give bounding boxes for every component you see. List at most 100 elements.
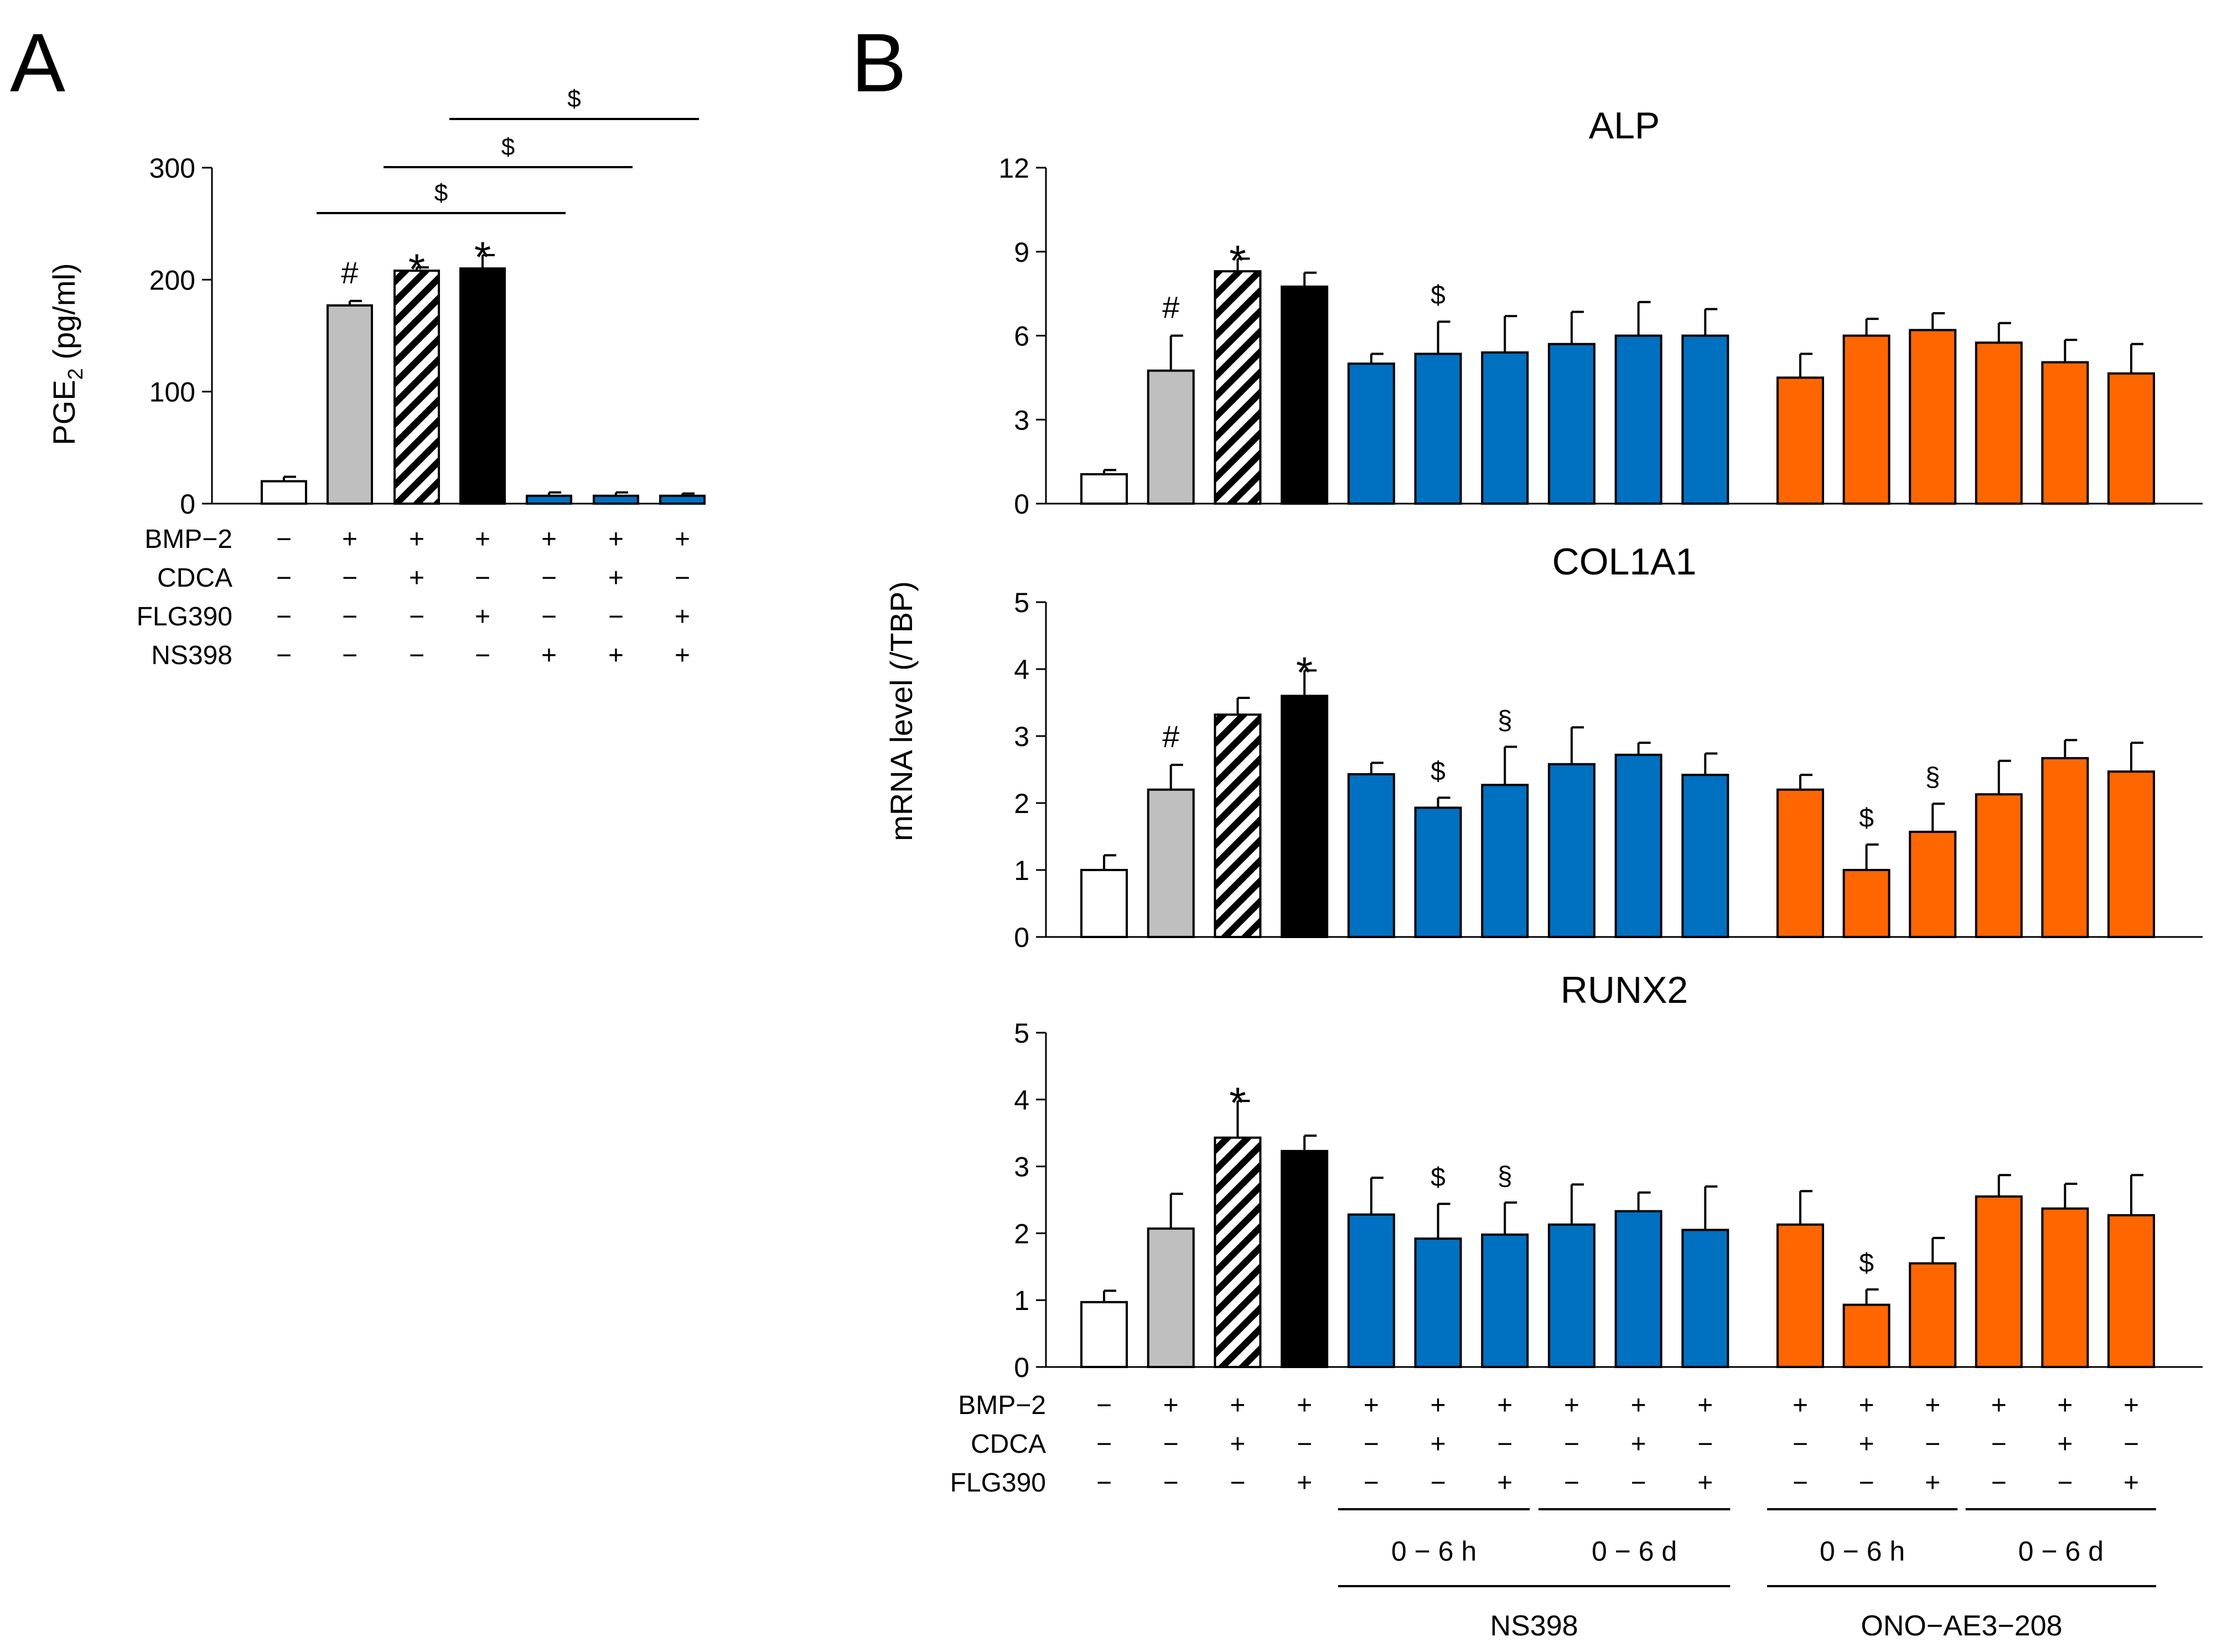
bar-a [327, 304, 373, 505]
panel-a-ylabel-sub: 2 [64, 368, 87, 380]
condition-value-a: − [276, 641, 292, 670]
y-tick-label-alp: 3 [1014, 405, 1029, 436]
significance-mark-runx2: * [1229, 1078, 1246, 1127]
significance-mark-col1a1: $ [1859, 804, 1874, 833]
bar-col1a1 [1281, 695, 1329, 939]
condition-value-b: + [1991, 1391, 2007, 1420]
bar-alp [2041, 361, 2089, 505]
condition-value-b: + [1925, 1468, 1940, 1498]
y-tick-label-col1a1: 4 [1014, 654, 1029, 685]
condition-value-b: + [1497, 1468, 1512, 1498]
y-tick-label-col1a1: 3 [1014, 721, 1029, 752]
bar-alp [1147, 369, 1195, 505]
condition-value-a: − [276, 525, 292, 554]
condition-value-a: − [541, 563, 557, 593]
condition-label-a: BMP−2 [144, 525, 232, 554]
significance-mark-col1a1: $ [1431, 757, 1446, 786]
bar-a [261, 480, 307, 505]
y-tick-label-a: 300 [149, 153, 195, 184]
bar-col1a1 [1414, 806, 1462, 938]
condition-value-b: − [1096, 1430, 1112, 1459]
condition-value-b: − [2057, 1468, 2073, 1498]
condition-value-b: − [1364, 1468, 1379, 1498]
y-tick-label-alp: 9 [1014, 237, 1029, 268]
significance-mark-a: # [341, 255, 358, 290]
condition-value-a: − [276, 602, 292, 631]
bar-runx2 [1481, 1233, 1529, 1368]
bar-runx2 [1909, 1262, 1957, 1369]
bar-col1a1 [1776, 788, 1824, 939]
y-tick-label-a: 0 [180, 489, 195, 520]
condition-value-b: + [1430, 1391, 1446, 1420]
significance-mark-a: * [408, 245, 425, 293]
condition-value-b: − [2123, 1430, 2139, 1459]
condition-value-a: − [276, 563, 292, 593]
y-tick-label-runx2: 1 [1014, 1285, 1029, 1316]
condition-value-b: − [1859, 1468, 1874, 1498]
bar-col1a1 [1547, 763, 1596, 938]
y-tick-label-alp: 0 [1014, 489, 1029, 520]
bar-alp [1214, 270, 1262, 505]
bar-col1a1 [1975, 793, 2023, 939]
bar-a [593, 494, 639, 505]
condition-value-a: + [342, 525, 358, 554]
y-tick-label-runx2: 5 [1014, 1018, 1029, 1049]
bar-col1a1 [1681, 774, 1729, 939]
bar-runx2 [1214, 1136, 1262, 1368]
condition-value-b: + [1564, 1391, 1579, 1420]
condition-label-b: BMP−2 [958, 1391, 1046, 1420]
condition-value-b: + [1297, 1391, 1312, 1420]
bar-alp [1481, 351, 1529, 505]
condition-label-a: FLG390 [137, 602, 232, 631]
condition-value-b: − [1163, 1468, 1179, 1498]
bar-a [659, 494, 706, 505]
condition-value-b: + [1297, 1468, 1312, 1498]
condition-value-a: + [675, 602, 690, 631]
condition-value-b: + [1859, 1391, 1874, 1420]
chart-title-alp: ALP [1589, 105, 1660, 147]
condition-label-a: CDCA [157, 563, 232, 593]
condition-value-b: + [1230, 1430, 1245, 1459]
chart-alp: 0 3 6 9 12 ALP # * $ [998, 105, 2203, 520]
condition-value-b: − [1631, 1468, 1646, 1498]
condition-label-b: CDCA [971, 1430, 1046, 1459]
bar-alp [1842, 334, 1890, 505]
condition-value-b: − [1230, 1468, 1245, 1498]
chart-title-col1a1: COL1A1 [1552, 541, 1697, 583]
bar-alp [1414, 353, 1462, 505]
condition-value-a: + [675, 641, 690, 670]
bar-col1a1 [1614, 753, 1662, 938]
bar-runx2 [1414, 1237, 1462, 1368]
condition-value-b: + [2057, 1391, 2073, 1420]
bar-alp [1975, 341, 2023, 505]
panel-a-ylabel-main: PGE [46, 380, 81, 445]
condition-value-b: + [1631, 1430, 1646, 1459]
bar-alp [1909, 329, 1957, 505]
panel-b-letter: B [851, 16, 907, 109]
significance-mark-col1a1: § [1498, 706, 1512, 735]
condition-value-b: + [1697, 1391, 1713, 1420]
condition-value-b: + [1163, 1391, 1179, 1420]
condition-value-a: + [608, 563, 624, 593]
bar-col1a1 [1481, 784, 1529, 938]
bar-col1a1 [1909, 831, 1957, 939]
bar-runx2 [1975, 1195, 2023, 1368]
time-group-label: 0 − 6 d [2018, 1536, 2104, 1567]
bar-alp [2107, 372, 2155, 505]
y-tick-label-runx2: 4 [1014, 1085, 1029, 1116]
bar-alp [1080, 473, 1128, 505]
condition-value-b: − [1364, 1430, 1379, 1459]
bracket-symbol: $ [434, 179, 448, 206]
bar-alp [1776, 376, 1824, 505]
condition-value-a: − [541, 602, 557, 631]
condition-value-a: − [342, 641, 358, 670]
condition-value-a: − [475, 563, 490, 593]
panel-a-letter: A [10, 16, 65, 109]
panel-a-ylabel: PGE2 (pg/ml) [46, 263, 87, 445]
significance-mark-runx2: § [1498, 1162, 1512, 1191]
significance-mark-alp: $ [1431, 281, 1446, 310]
condition-value-a: + [475, 602, 490, 631]
condition-value-b: − [1163, 1430, 1179, 1459]
